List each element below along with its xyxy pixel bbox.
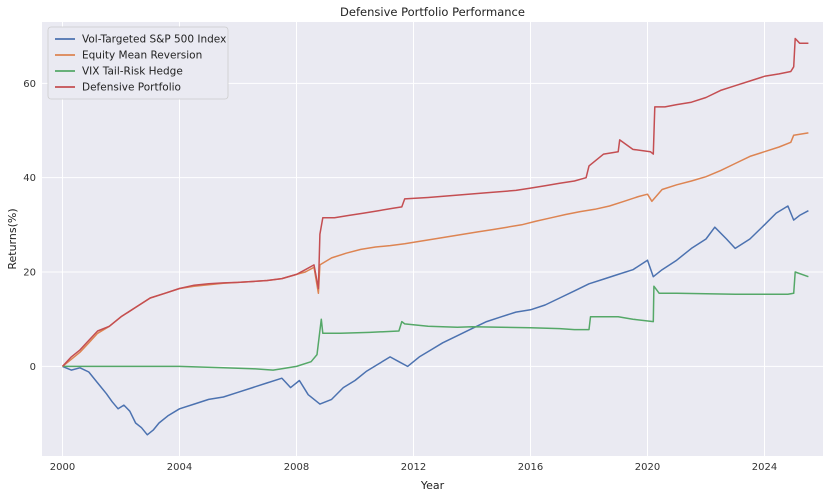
x-tick-label: 2000 — [50, 462, 75, 473]
series-layer — [61, 37, 809, 436]
x-tick-label: 2012 — [401, 462, 426, 473]
legend-entry: Equity Mean Reversion — [82, 50, 202, 62]
y-tick-label: 20 — [23, 268, 36, 279]
legend-entry: VIX Tail-Risk Hedge — [82, 66, 183, 78]
chart-title: Defensive Portfolio Performance — [340, 5, 525, 19]
legend-box — [47, 26, 229, 100]
legend-entry: Vol-Targeted S&P 500 Index — [82, 34, 226, 46]
series-line-3 — [62, 271, 809, 371]
series-line-1 — [62, 205, 809, 436]
y-tick-label: 60 — [23, 79, 36, 90]
y-tick-label: 0 — [30, 362, 36, 373]
y-tick-label: 40 — [23, 173, 36, 184]
legend: Vol-Targeted S&P 500 Index Equity Mean Re… — [47, 26, 229, 100]
series-line-4 — [61, 37, 809, 367]
x-tick-label: 2020 — [635, 462, 660, 473]
x-tick-label: 2016 — [518, 462, 543, 473]
x-tick-labels: 2000 2004 2008 2012 2016 2020 2024 — [50, 462, 777, 473]
legend-entry: Defensive Portfolio — [82, 82, 181, 94]
x-tick-label: 2004 — [167, 462, 192, 473]
y-axis-label: Returns(%) — [6, 208, 19, 269]
x-axis-label: Year — [420, 479, 445, 492]
y-tick-labels: 0 20 40 60 — [23, 79, 36, 373]
x-tick-label: 2008 — [284, 462, 309, 473]
x-tick-label: 2024 — [752, 462, 777, 473]
